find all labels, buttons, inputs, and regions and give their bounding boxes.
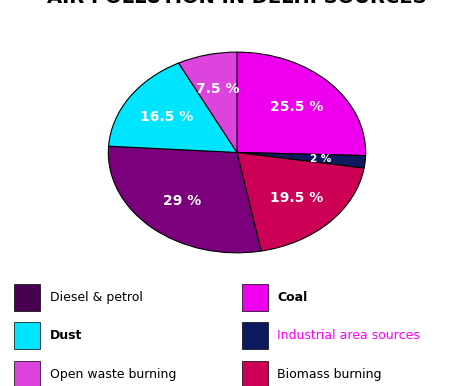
Text: 25.5 %: 25.5 %: [270, 100, 324, 114]
Wedge shape: [237, 152, 365, 168]
Wedge shape: [109, 63, 237, 152]
Wedge shape: [237, 52, 365, 156]
Text: 7.5 %: 7.5 %: [196, 82, 239, 96]
Text: Diesel & petrol: Diesel & petrol: [50, 291, 143, 304]
Wedge shape: [179, 52, 237, 152]
Title: AIR POLLUTION IN DELHI SOURCES: AIR POLLUTION IN DELHI SOURCES: [47, 0, 427, 7]
Text: 2 %: 2 %: [310, 154, 331, 164]
Text: Coal: Coal: [277, 291, 308, 304]
Text: Dust: Dust: [50, 329, 82, 342]
Text: Industrial area sources: Industrial area sources: [277, 329, 420, 342]
Text: 29 %: 29 %: [163, 195, 201, 208]
Text: 19.5 %: 19.5 %: [271, 191, 324, 205]
Wedge shape: [237, 152, 364, 251]
Text: Biomass burning: Biomass burning: [277, 368, 382, 381]
Text: 16.5 %: 16.5 %: [140, 110, 194, 124]
Wedge shape: [109, 146, 261, 253]
Text: Open waste burning: Open waste burning: [50, 368, 176, 381]
